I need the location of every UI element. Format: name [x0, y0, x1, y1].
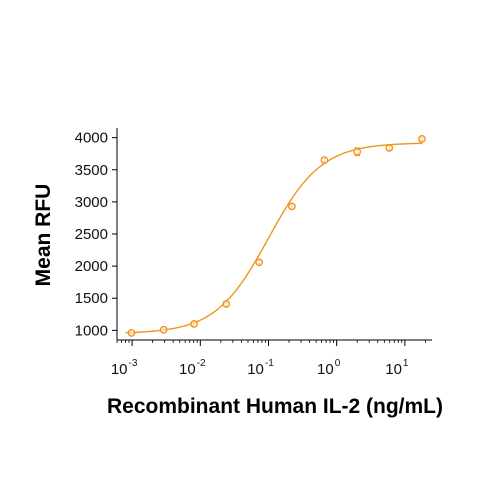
y-tick-label: 2500 — [75, 226, 108, 243]
fit-curve — [125, 142, 423, 334]
data-point — [320, 156, 329, 165]
x-tick-label: 10-1 — [247, 358, 274, 378]
data-point — [127, 329, 136, 337]
data-point — [385, 144, 394, 152]
y-tick-label: 1000 — [75, 322, 108, 339]
x-tick-label: 10-2 — [179, 358, 206, 378]
data-point — [353, 147, 362, 156]
x-tick-label: 100 — [317, 358, 341, 378]
y-tick-label: 4000 — [75, 130, 108, 147]
y-ticks: 1000 1500 2000 2500 3000 3500 4000 — [75, 130, 117, 339]
x-ticks: 10-3 10-2 10-1 100 101 — [111, 340, 426, 378]
x-tick-label: 10-3 — [111, 358, 138, 378]
data-point — [159, 325, 168, 334]
data-point — [418, 135, 426, 143]
x-tick-label: 101 — [385, 358, 409, 378]
axes — [116, 128, 432, 341]
data-point — [287, 202, 296, 211]
data-point — [222, 300, 231, 308]
y-tick-label: 3000 — [75, 194, 108, 211]
data-point — [190, 320, 198, 328]
y-tick-label: 3500 — [75, 162, 108, 179]
y-axis-title: Mean RFU — [32, 184, 55, 287]
x-axis-title: Recombinant Human IL-2 (ng/mL) — [107, 395, 443, 418]
y-tick-label: 2000 — [75, 258, 108, 275]
data-points — [127, 135, 426, 337]
y-tick-label: 1500 — [75, 290, 108, 307]
data-point — [255, 258, 264, 267]
